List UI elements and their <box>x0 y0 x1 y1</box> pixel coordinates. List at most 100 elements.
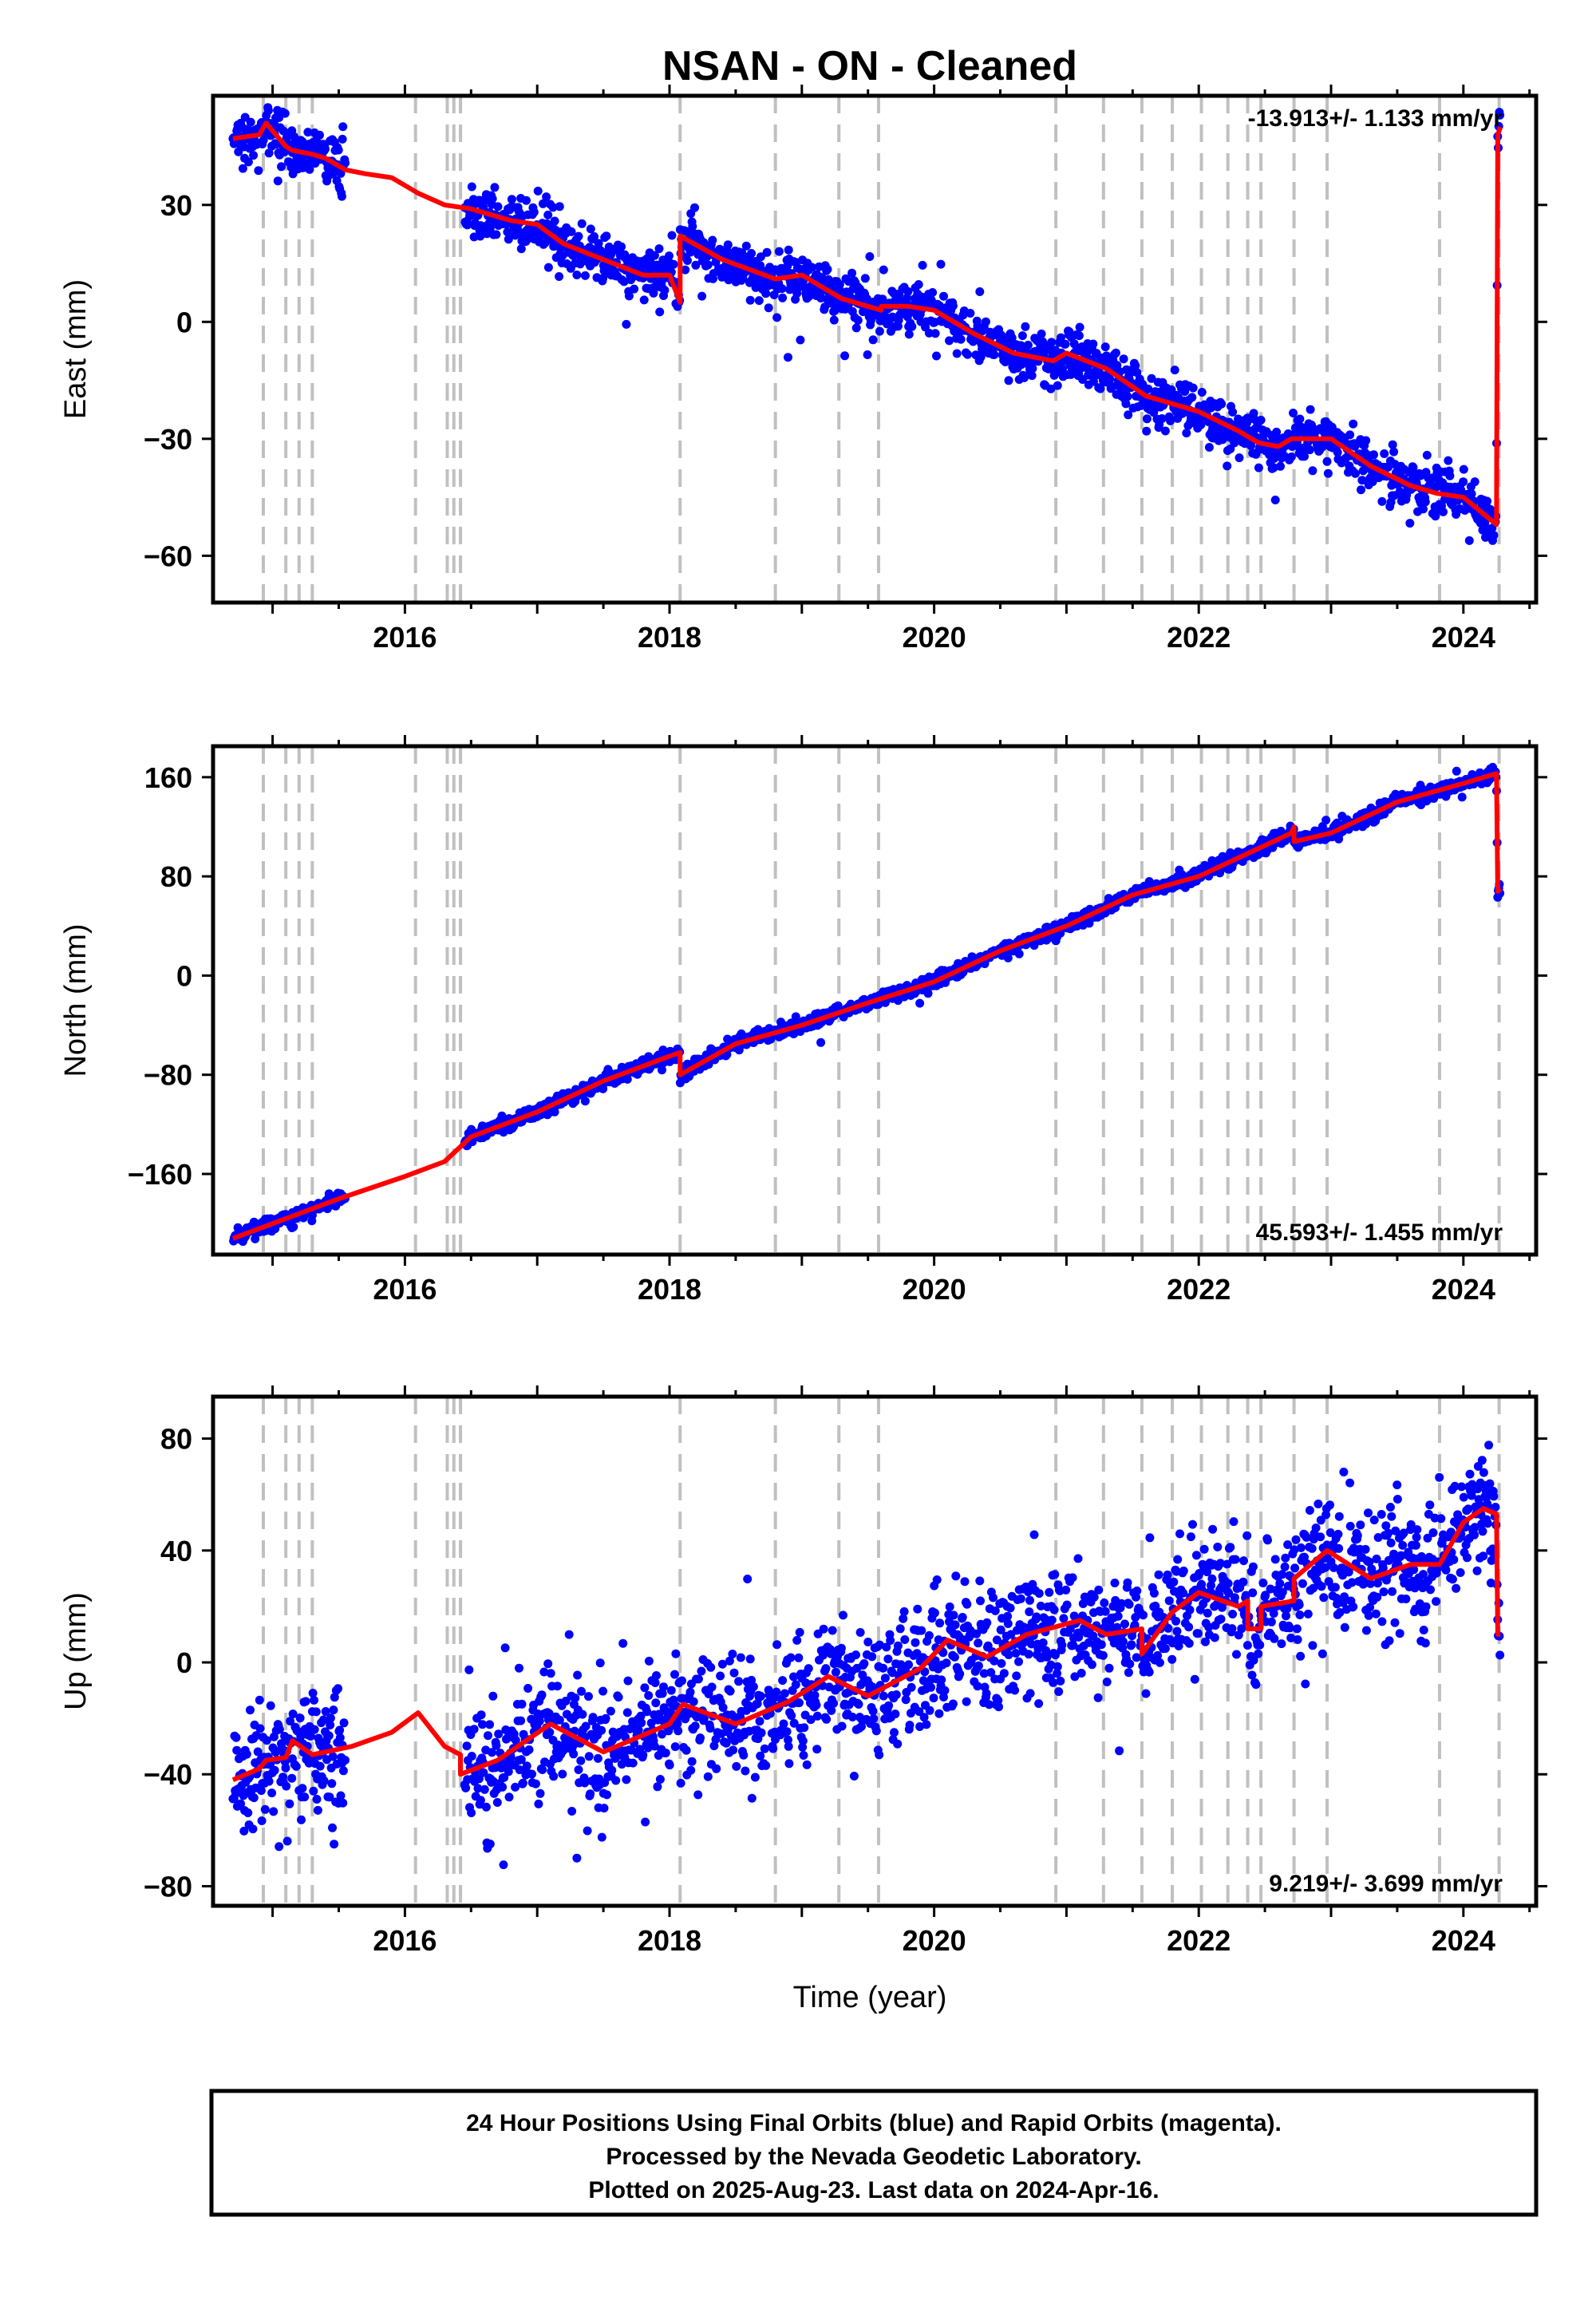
data-point <box>642 1707 652 1717</box>
data-point <box>1131 361 1140 370</box>
data-point <box>1046 1660 1056 1670</box>
data-point <box>703 260 713 270</box>
data-point <box>670 1670 679 1679</box>
data-point <box>643 1743 653 1753</box>
data-point <box>534 1799 543 1808</box>
data-point <box>1321 816 1331 825</box>
data-point <box>654 244 664 254</box>
data-point <box>1053 1662 1062 1671</box>
data-point <box>602 231 611 241</box>
data-point <box>821 1664 831 1674</box>
data-point <box>780 1689 789 1698</box>
data-point <box>275 1725 284 1734</box>
data-point <box>1272 427 1282 437</box>
data-point <box>588 1713 598 1722</box>
data-point <box>597 1725 606 1735</box>
data-point <box>768 1744 778 1753</box>
data-point <box>895 1624 905 1634</box>
data-point <box>599 1804 609 1813</box>
data-point <box>529 207 539 217</box>
y-tick-label: −80 <box>144 1059 192 1092</box>
data-point <box>617 242 626 251</box>
data-point <box>699 1713 709 1723</box>
data-point <box>1100 342 1110 352</box>
data-point <box>256 1786 266 1796</box>
data-point <box>1349 419 1358 429</box>
data-point <box>339 1718 349 1728</box>
data-point <box>516 244 526 254</box>
data-point <box>1333 448 1342 457</box>
data-point <box>693 1790 703 1800</box>
plot-frame <box>211 93 1539 605</box>
data-point <box>590 231 598 241</box>
data-point <box>808 263 816 272</box>
data-point <box>522 196 531 205</box>
data-point <box>503 227 512 237</box>
data-point <box>973 1682 982 1691</box>
data-point <box>887 1668 897 1678</box>
data-point <box>277 162 286 172</box>
data-point <box>676 1778 685 1788</box>
data-point <box>905 1721 915 1730</box>
data-point <box>1242 413 1252 423</box>
data-point <box>674 1726 683 1736</box>
data-point <box>736 1653 745 1662</box>
data-point <box>1489 531 1499 540</box>
data-point <box>667 231 677 240</box>
data-point <box>963 350 972 359</box>
data-point <box>990 1656 999 1666</box>
data-point <box>310 1725 319 1734</box>
data-point <box>1088 339 1098 349</box>
data-point <box>326 1721 335 1729</box>
data-point <box>535 1717 544 1726</box>
data-point <box>747 1793 757 1803</box>
data-point <box>473 1784 483 1793</box>
data-point <box>716 1671 725 1681</box>
data-point <box>812 1711 822 1721</box>
data-point <box>745 295 755 305</box>
data-point <box>492 1798 502 1807</box>
data-point <box>787 1711 796 1721</box>
data-point <box>1024 1650 1033 1659</box>
data-point <box>831 1667 840 1677</box>
data-point <box>893 1641 903 1650</box>
data-point <box>1062 1600 1072 1610</box>
data-point <box>729 1745 738 1755</box>
data-point <box>696 1733 705 1743</box>
data-point <box>622 1708 632 1717</box>
data-point <box>1395 487 1404 496</box>
data-point <box>580 271 590 280</box>
data-point <box>561 1697 571 1705</box>
data-point <box>1020 373 1029 382</box>
data-point <box>598 1686 608 1696</box>
data-point <box>584 1692 593 1701</box>
data-point <box>652 1671 661 1680</box>
data-point <box>572 271 582 279</box>
data-point <box>1023 340 1033 350</box>
data-point <box>854 1700 863 1709</box>
data-point <box>747 249 757 258</box>
data-point <box>476 1710 486 1720</box>
data-point <box>1495 110 1505 120</box>
plot-area <box>213 96 1536 603</box>
data-point <box>485 1840 495 1849</box>
data-point <box>1042 1652 1052 1662</box>
data-point <box>336 1791 346 1800</box>
data-point <box>1305 445 1314 455</box>
data-point <box>690 203 699 212</box>
data-point <box>308 1689 318 1697</box>
data-point <box>891 1690 901 1699</box>
data-point <box>918 260 927 270</box>
data-point <box>622 1775 631 1784</box>
data-point <box>777 284 787 294</box>
data-point <box>523 1684 533 1693</box>
data-point <box>1053 1669 1062 1678</box>
data-point <box>942 1658 951 1668</box>
data-point <box>246 1705 255 1715</box>
x-tick-label: 2022 <box>1167 621 1231 654</box>
data-point <box>619 277 629 287</box>
data-point <box>940 1686 950 1695</box>
data-point <box>516 1755 526 1765</box>
data-point <box>586 224 595 234</box>
data-point <box>574 1765 583 1774</box>
